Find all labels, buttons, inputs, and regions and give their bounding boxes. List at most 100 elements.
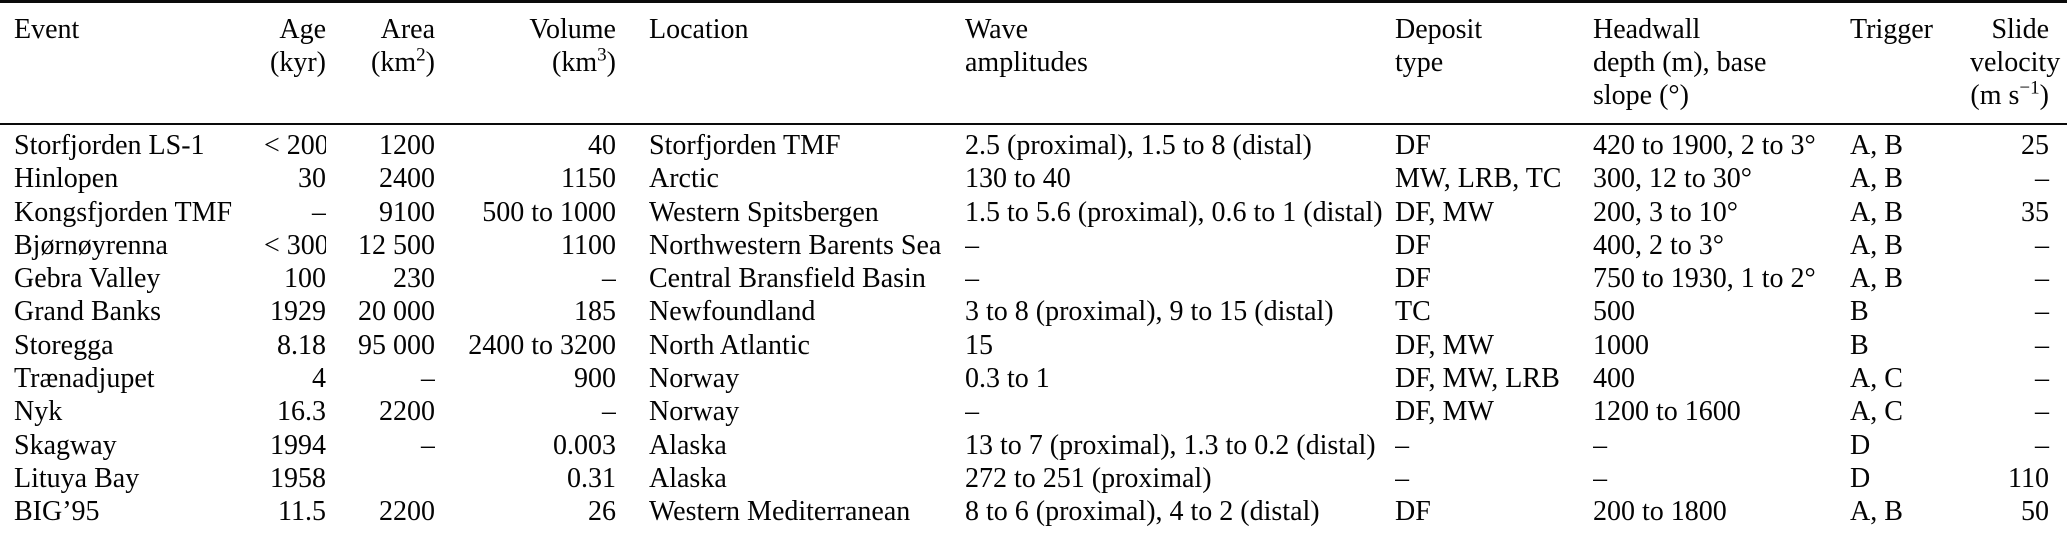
table-row: BIG’95 11.5 2200 26 Western Mediterranea…: [0, 495, 2067, 535]
event-cell: Gebra Valley: [14, 263, 161, 295]
event-cell: Trænadjupet: [14, 363, 155, 395]
area-cell: 1200: [379, 130, 435, 161]
slide-velocity-cell: 25: [2021, 130, 2049, 161]
location-cell: Alaska: [649, 462, 727, 494]
header-line: Event: [14, 14, 80, 45]
age-cell: 1994: [270, 429, 326, 461]
trigger-cell: A, B: [1850, 263, 1903, 295]
event-cell: BIG’95: [14, 496, 100, 528]
area-cell: 2200: [379, 396, 435, 428]
superscript: 2: [416, 44, 426, 66]
area-cell: –: [421, 363, 435, 395]
trigger-cell: A, B: [1850, 163, 1903, 195]
header-line: Volume: [529, 14, 616, 45]
area-cell: 2400: [379, 163, 435, 195]
headwall-cell: 500: [1593, 296, 1635, 328]
headwall-cell: 400, 2 to 3°: [1593, 229, 1724, 261]
header-line: velocity: [1970, 47, 2061, 78]
table-row: Gebra Valley 100 230 – Central Bransfiel…: [0, 262, 2067, 295]
slide-velocity-cell: 50: [2021, 496, 2049, 528]
volume-cell: 185: [574, 296, 616, 328]
table-body: Storfjorden LS-1 < 200 1200 40 Storfjord…: [0, 124, 2067, 535]
headwall-cell: 1000: [1593, 329, 1649, 361]
header-line: type: [1395, 47, 1444, 78]
col-header-trigger: Trigger: [1850, 1, 1970, 125]
trigger-cell: A, C: [1850, 363, 1903, 395]
trigger-cell: B: [1850, 329, 1869, 361]
trigger-cell: A, B: [1850, 196, 1903, 228]
wave-amplitudes-cell: 0.3 to 1: [965, 363, 1050, 395]
header-line: Location: [649, 14, 749, 45]
headwall-cell: 420 to 1900, 2 to 3°: [1593, 130, 1816, 161]
header-line: amplitudes: [965, 47, 1088, 78]
deposit-type-cell: MW, LRB, TC: [1395, 163, 1562, 195]
col-header-slide-velocity: Slide velocity (m s−1): [1970, 1, 2067, 125]
table-row: Storegga 8.18 95 000 2400 to 3200 North …: [0, 329, 2067, 362]
location-cell: North Atlantic: [649, 329, 810, 361]
header-row: Event Age (kyr) Area (km2) Volume (km3) …: [0, 1, 2067, 125]
trigger-cell: D: [1850, 462, 1871, 494]
age-cell: < 300: [264, 229, 326, 261]
table-row: Hinlopen 30 2400 1150 Arctic 130 to 40 M…: [0, 162, 2067, 195]
headwall-cell: 1200 to 1600: [1593, 396, 1741, 428]
col-header-volume: Volume (km3): [435, 1, 616, 125]
col-header-age: Age (kyr): [264, 1, 326, 125]
table-row: Storfjorden LS-1 < 200 1200 40 Storfjord…: [0, 124, 2067, 162]
deposit-type-cell: DF, MW: [1395, 329, 1494, 361]
wave-amplitudes-cell: 1.5 to 5.6 (proximal), 0.6 to 1 (distal): [965, 196, 1383, 228]
deposit-type-cell: –: [1395, 429, 1409, 461]
headwall-cell: –: [1593, 429, 1607, 461]
slide-velocity-cell: –: [2035, 163, 2049, 195]
event-cell: Hinlopen: [14, 163, 119, 195]
event-cell: Lituya Bay: [14, 462, 140, 494]
wave-amplitudes-cell: 130 to 40: [965, 163, 1071, 195]
slide-velocity-cell: –: [2035, 296, 2049, 328]
col-header-location: Location: [616, 1, 965, 125]
volume-cell: –: [602, 263, 616, 295]
table-row: Grand Banks 1929 20 000 185 Newfoundland…: [0, 295, 2067, 328]
wave-amplitudes-cell: 8 to 6 (proximal), 4 to 2 (distal): [965, 496, 1320, 528]
location-cell: Central Bransfield Basin: [649, 263, 926, 295]
header-unit: (km2): [371, 44, 435, 78]
header-unit: (km3): [552, 44, 616, 78]
area-cell: 230: [393, 263, 435, 295]
location-cell: Norway: [649, 363, 740, 395]
headwall-cell: 200 to 1800: [1593, 496, 1727, 528]
deposit-type-cell: DF, MW: [1395, 396, 1494, 428]
area-cell: [326, 462, 435, 495]
location-cell: Western Spitsbergen: [649, 196, 879, 228]
deposit-type-cell: DF: [1395, 263, 1431, 295]
location-cell: Alaska: [649, 429, 727, 461]
table-row: Kongsfjorden TMF – 9100 500 to 1000 West…: [0, 196, 2067, 229]
col-header-deposit-type: Deposit type: [1395, 1, 1593, 125]
age-cell: 16.3: [277, 396, 326, 428]
event-cell: Storegga: [14, 329, 114, 361]
age-cell: –: [312, 196, 326, 228]
event-cell: Grand Banks: [14, 296, 161, 328]
slide-velocity-cell: –: [2035, 363, 2049, 395]
header-unit: (kyr): [270, 47, 326, 78]
deposit-type-cell: DF, MW: [1395, 196, 1494, 228]
col-header-headwall: Headwall depth (m), base slope (°): [1593, 1, 1850, 125]
wave-amplitudes-cell: –: [965, 263, 979, 295]
trigger-cell: D: [1850, 429, 1871, 461]
slide-velocity-cell: 110: [2008, 462, 2049, 494]
headwall-cell: 200, 3 to 10°: [1593, 196, 1738, 228]
volume-cell: 500 to 1000: [482, 196, 616, 228]
trigger-cell: B: [1850, 296, 1869, 328]
location-cell: Norway: [649, 396, 740, 428]
trigger-cell: A, C: [1850, 396, 1903, 428]
slide-velocity-cell: –: [2035, 396, 2049, 428]
volume-cell: 40: [588, 130, 616, 161]
age-cell: 1929: [270, 296, 326, 328]
volume-cell: 0.31: [567, 462, 616, 494]
col-header-event: Event: [0, 1, 264, 125]
table-row: Nyk 16.3 2200 – Norway – DF, MW 1200 to …: [0, 395, 2067, 428]
wave-amplitudes-cell: 272 to 251 (proximal): [965, 462, 1212, 494]
event-cell: Kongsfjorden TMF: [14, 196, 233, 228]
deposit-type-cell: DF: [1395, 496, 1431, 528]
header-line: Area: [380, 14, 435, 45]
header-line: Age: [279, 14, 326, 45]
header-line: depth (m), base: [1593, 47, 1767, 78]
